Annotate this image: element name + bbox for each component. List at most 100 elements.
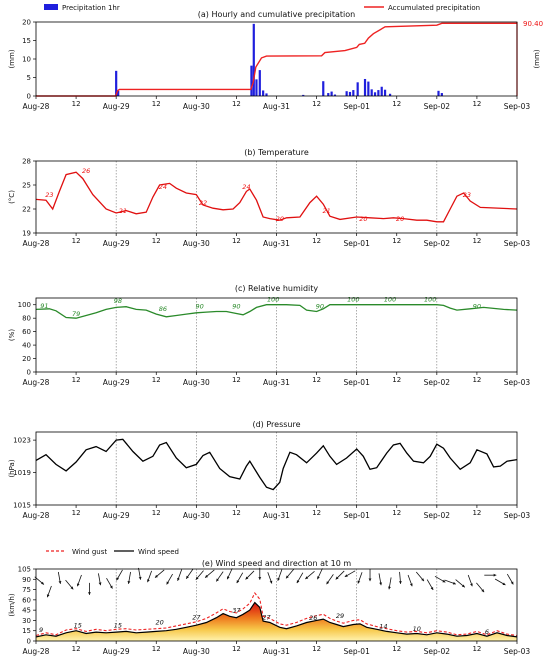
chart-title: (a) Hourly and cumulative precipitation	[198, 10, 355, 19]
value-annotation: 27	[192, 613, 201, 621]
value-annotation: 29	[336, 612, 344, 620]
precip-bar	[265, 93, 268, 96]
value-annotation: 37	[232, 607, 241, 615]
y-tick-label: 100	[18, 301, 31, 309]
precip-bar	[117, 90, 120, 96]
x-hour-label: 12	[72, 509, 81, 517]
precip-bar	[250, 65, 253, 96]
wind-arrow-head	[109, 585, 113, 589]
precip-bar	[302, 94, 305, 96]
precip-bar	[367, 81, 370, 96]
y-tick-label: 15	[22, 37, 31, 45]
chart-title: (b) Temperature	[244, 148, 309, 157]
series-line	[35, 171, 518, 223]
x-hour-label: 12	[472, 645, 481, 653]
legend-label-precip: Precipitation 1hr	[62, 4, 120, 12]
x-date-label: Sep-02	[424, 102, 451, 111]
x-hour-label: 12	[472, 237, 481, 245]
plot-frame	[35, 431, 518, 506]
wind-arrow-head	[481, 589, 485, 593]
legend-label-speed: Wind speed	[138, 548, 179, 556]
x-hour-label: 12	[72, 645, 81, 653]
wind-arrow-head	[70, 586, 74, 590]
value-annotation: 9	[39, 626, 43, 634]
precip-bar	[363, 78, 367, 96]
value-annotation: 20	[396, 215, 404, 223]
x-hour-label: 12	[392, 100, 401, 108]
value-annotation: 23	[463, 191, 471, 199]
wind-arrow-head	[296, 580, 300, 584]
x-date-label: Aug-31	[263, 239, 290, 248]
x-date-label: Aug-31	[263, 102, 290, 111]
x-date-label: Aug-29	[103, 511, 130, 520]
chart-title: (d) Pressure	[252, 420, 300, 429]
y-tick-label: 30	[22, 617, 31, 625]
value-annotation: 22	[199, 199, 207, 207]
wind-speed-line	[35, 601, 518, 638]
x-hour-label: 12	[472, 100, 481, 108]
x-hour-label: 12	[152, 645, 161, 653]
value-annotation: 6	[485, 628, 489, 636]
x-date-label: Aug-29	[103, 102, 130, 111]
x-hour-label: 12	[152, 376, 161, 384]
y-tick-label: 1023	[13, 437, 31, 445]
x-hour-label: 12	[312, 100, 321, 108]
y-tick-label: 1019	[13, 469, 31, 477]
wind-speed-area	[36, 602, 517, 641]
y-axis-label: (mm)	[8, 49, 16, 68]
wind-arrow-head	[317, 576, 320, 580]
x-date-label: Sep-03	[504, 647, 531, 656]
x-hour-label: 12	[232, 376, 241, 384]
value-annotation: 15	[74, 622, 82, 630]
x-hour-label: 12	[392, 509, 401, 517]
x-hour-label: 12	[392, 237, 401, 245]
wind-arrow-head	[258, 577, 262, 580]
wind-arrow-head	[154, 574, 158, 578]
legend-swatch-precip	[44, 4, 58, 10]
y-axis-label: (%)	[8, 329, 16, 341]
wind-arrow-head	[461, 584, 465, 588]
precip-bar	[437, 90, 440, 96]
legend-label-accum: Accumulated precipitation	[388, 4, 480, 12]
y-tick-label: 60	[22, 596, 31, 604]
precip-bar	[258, 70, 261, 96]
precip-bar	[380, 86, 383, 96]
x-hour-label: 12	[232, 645, 241, 653]
precip-bar	[352, 90, 355, 96]
x-date-label: Sep-03	[504, 239, 531, 248]
wind-arrow-head	[388, 586, 391, 590]
x-hour-label: 12	[312, 645, 321, 653]
value-annotation: 90	[473, 302, 481, 310]
y-tick-label: 75	[22, 586, 31, 594]
x-hour-label: 12	[72, 376, 81, 384]
chart-title: (c) Relative humidity	[235, 284, 319, 293]
value-annotation: 24	[242, 183, 250, 191]
y-tick-label: 45	[22, 607, 31, 615]
wind-arrow-head	[46, 594, 50, 598]
x-date-label: Aug-28	[23, 102, 50, 111]
x-date-label: Aug-30	[183, 239, 210, 248]
x-date-label: Sep-02	[424, 511, 451, 520]
x-hour-label: 12	[472, 376, 481, 384]
x-date-label: Aug-29	[103, 647, 130, 656]
x-date-label: Aug-30	[183, 511, 210, 520]
wind-arrow-head	[269, 580, 273, 584]
value-annotation: 100	[424, 296, 436, 304]
y-tick-label: 22	[22, 206, 31, 214]
x-hour-label: 12	[312, 376, 321, 384]
plot-frame	[35, 21, 518, 97]
value-annotation: 79	[72, 310, 80, 318]
y-tick-label: 19	[22, 230, 31, 238]
value-annotation: 24	[159, 183, 167, 191]
y-tick-label: 25	[22, 182, 31, 190]
precip-bar	[327, 93, 330, 96]
value-annotation: 100	[347, 296, 359, 304]
wind-arrow-head	[236, 580, 240, 584]
wind-arrow-head	[195, 576, 199, 580]
wind-arrow-head	[286, 575, 289, 579]
precip-bar	[377, 90, 380, 96]
plot-frame	[35, 568, 518, 642]
wind-arrow-head	[40, 581, 44, 585]
accumulated-line	[36, 22, 517, 97]
